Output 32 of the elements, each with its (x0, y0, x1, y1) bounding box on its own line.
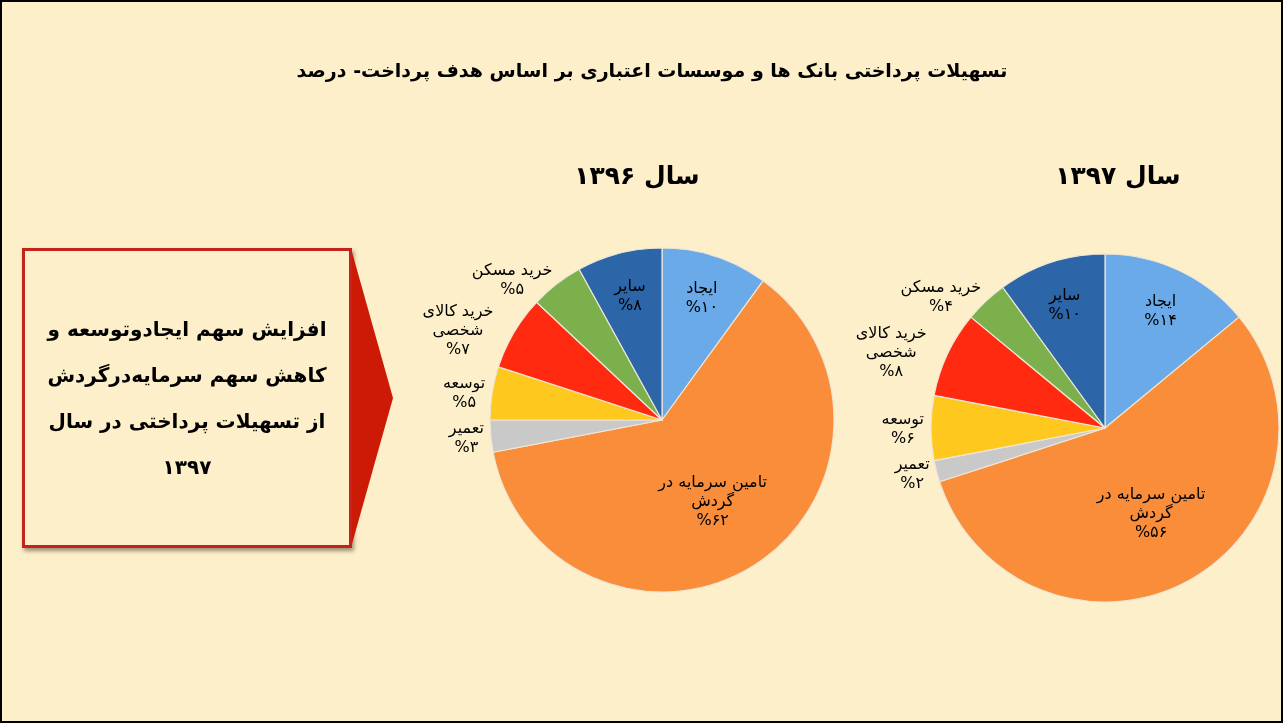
slice-label: تعمیر (448, 417, 484, 437)
slice-label: تامین سرمایه در گردش (1095, 483, 1207, 522)
slice-label: خرید کالای شخصی (421, 300, 495, 339)
slice-label: سایر (614, 276, 646, 296)
data-label: %۱۰ (685, 297, 719, 317)
slice-label: توسعه (442, 373, 486, 393)
data-label: %۸ (878, 360, 905, 380)
slice-label: تامین سرمایه در گردش (656, 471, 768, 510)
data-label: %۴ (928, 296, 953, 316)
data-label: %۵ (452, 392, 476, 412)
text: افزایش سهم ایجادوتوسعه و کاهش سهم سرمایه‌درگردش از تسهیلات پرداختی در سال ۱۳۹۷ (45, 316, 328, 481)
slice-label: ایجاد (1144, 290, 1177, 310)
slice-label: توسعه (881, 409, 925, 428)
slice-label: سایر (1048, 284, 1081, 304)
slice-label: ایجاد (685, 278, 719, 298)
data-label: %۳ (454, 436, 479, 456)
data-label: %۶۲ (696, 509, 729, 529)
data-label: %۸ (618, 295, 642, 315)
data-label: %۵۶ (1134, 521, 1168, 541)
data-label: %۱۰ (1048, 303, 1081, 323)
slice-label: تعمیر (894, 454, 930, 473)
data-label: %۶ (890, 428, 915, 447)
chart-title: سال ۱۳۹۷ (1055, 160, 1181, 190)
chart-title: سال ۱۳۹۶ (574, 160, 700, 190)
slice-label: خرید مسکن (900, 277, 982, 297)
text: تسهیلات پرداختی بانک ها و موسسات اعتباری بر اساس هدف پرداخت- درصد (296, 59, 1008, 81)
slice-label: خرید کالای شخصی (854, 322, 928, 361)
data-label: %۵ (500, 278, 524, 298)
data-label: %۱۴ (1144, 309, 1177, 329)
slice-label: خرید مسکن (471, 259, 553, 279)
data-label: %۷ (445, 338, 471, 358)
data-label: %۲ (900, 473, 925, 492)
